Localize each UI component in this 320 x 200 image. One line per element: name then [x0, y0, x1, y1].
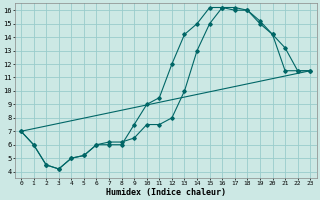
X-axis label: Humidex (Indice chaleur): Humidex (Indice chaleur)	[106, 188, 226, 197]
